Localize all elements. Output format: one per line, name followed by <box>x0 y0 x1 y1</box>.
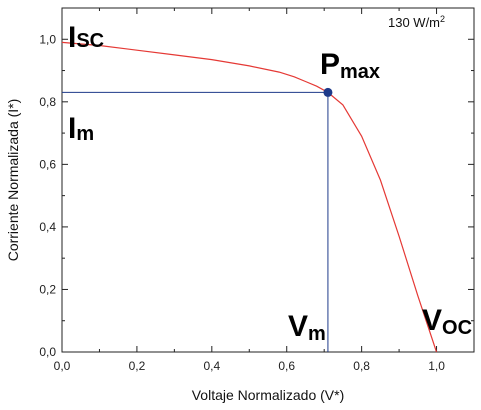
x-tick-label: 0,2 <box>129 359 146 373</box>
pmax-annotation: Pmax <box>320 48 380 83</box>
y-tick-label: 0,2 <box>39 282 56 296</box>
irradiance-label: 130 W/m2 <box>388 14 445 30</box>
voc-annotation: VOC <box>422 304 472 339</box>
x-tick-label: 0,0 <box>54 359 71 373</box>
x-tick-label: 0,4 <box>203 359 220 373</box>
x-tick-label: 0,6 <box>278 359 295 373</box>
tick-marks <box>61 7 475 353</box>
y-tick-label: 0,6 <box>39 157 56 171</box>
tick-labels: 0,0 0,2 0,4 0,6 0,8 1,0 0,0 0,2 0,4 0,6 0,8 1,0 <box>39 32 445 373</box>
pmax-point <box>323 87 333 97</box>
vm-annotation: Vm <box>288 310 326 345</box>
y-tick-label: 0,0 <box>39 345 56 359</box>
y-axis-label: Corriente Normalizada (I*) <box>5 99 21 262</box>
x-axis-label: Voltaje Normalizado (V*) <box>192 387 345 403</box>
iv-curve-line <box>61 41 438 353</box>
plot-frame <box>61 7 475 353</box>
y-tick-label: 0,8 <box>39 95 56 109</box>
x-tick-label: 0,8 <box>353 359 370 373</box>
x-tick-label: 1,0 <box>428 359 445 373</box>
im-annotation: Im <box>68 112 94 145</box>
isc-annotation: ISC <box>68 21 104 54</box>
y-tick-label: 0,4 <box>39 220 56 234</box>
y-tick-label: 1,0 <box>39 32 56 46</box>
